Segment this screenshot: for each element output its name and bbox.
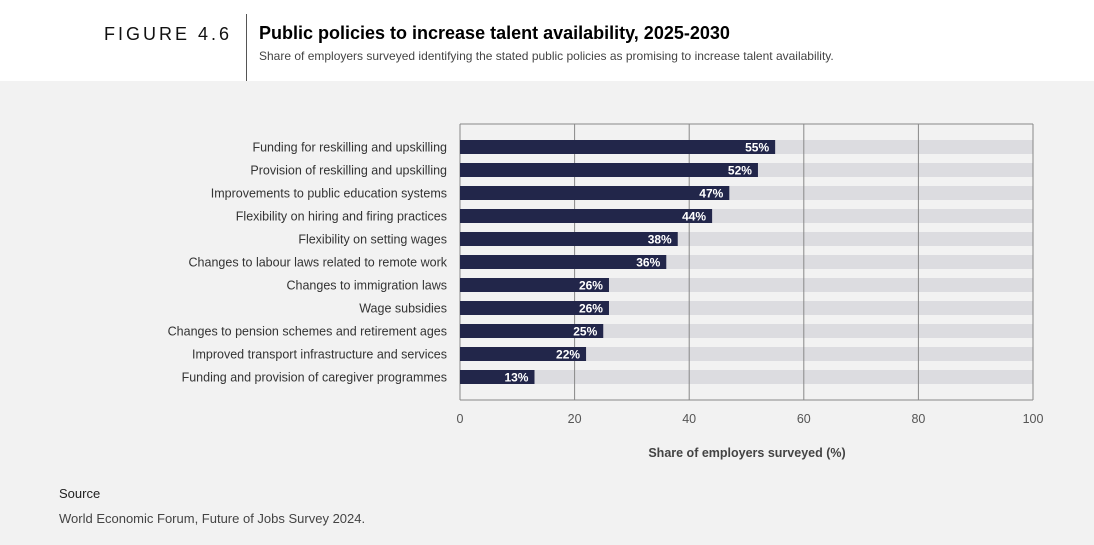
bar — [460, 163, 758, 177]
chart-title: Public policies to increase talent avail… — [259, 23, 730, 43]
x-tick-label: 40 — [682, 412, 696, 426]
header-divider — [246, 14, 247, 81]
bar — [460, 140, 776, 154]
bar-value-label: 36% — [636, 256, 660, 270]
category-label: Improved transport infrastructure and se… — [192, 348, 447, 362]
bar-chart: 55% Funding for reskilling and upskilling… — [168, 123, 1044, 460]
bar-track — [460, 370, 1033, 384]
bar-track — [460, 347, 1033, 361]
category-label: Provision of reskilling and upskilling — [250, 164, 447, 178]
chart-subtitle: Share of employers surveyed identifying … — [259, 49, 834, 63]
bar-value-label: 26% — [579, 302, 603, 316]
bar — [460, 232, 678, 246]
x-tick-label: 20 — [568, 412, 582, 426]
bar-value-label: 26% — [579, 279, 603, 293]
x-tick-label: 80 — [911, 412, 925, 426]
bar-value-label: 25% — [573, 325, 597, 339]
category-label: Changes to pension schemes and retiremen… — [168, 325, 447, 339]
bar — [460, 209, 713, 223]
bar-value-label: 13% — [504, 371, 528, 385]
bar — [460, 278, 609, 292]
x-axis-title: Share of employers surveyed (%) — [648, 446, 845, 460]
bar — [460, 301, 609, 315]
category-label: Changes to immigration laws — [287, 279, 448, 293]
category-label: Flexibility on setting wages — [298, 233, 447, 247]
figure-header: FIGURE 4.6 Public policies to increase t… — [0, 0, 1094, 81]
bar — [460, 347, 587, 361]
source-label: Source — [59, 486, 101, 501]
x-tick-label: 100 — [1023, 412, 1044, 426]
category-label: Changes to labour laws related to remote… — [189, 256, 448, 270]
category-label: Funding and provision of caregiver progr… — [182, 371, 447, 385]
bar — [460, 186, 730, 200]
bar-value-label: 38% — [648, 233, 672, 247]
bar — [460, 370, 535, 384]
category-label: Flexibility on hiring and firing practic… — [236, 210, 447, 224]
bar-value-label: 47% — [699, 187, 723, 201]
category-label: Funding for reskilling and upskilling — [252, 141, 447, 155]
bar-value-label: 22% — [556, 348, 580, 362]
bar-value-label: 44% — [682, 210, 706, 224]
x-tick-label: 0 — [457, 412, 464, 426]
bar — [460, 255, 667, 269]
bar-value-label: 52% — [728, 164, 752, 178]
bar-value-label: 55% — [745, 141, 769, 155]
category-label: Improvements to public education systems — [211, 187, 447, 201]
source-text: World Economic Forum, Future of Jobs Sur… — [59, 511, 366, 526]
figure-number: FIGURE 4.6 — [104, 24, 233, 44]
category-label: Wage subsidies — [359, 302, 447, 316]
bar — [460, 324, 604, 338]
x-tick-label: 60 — [797, 412, 811, 426]
